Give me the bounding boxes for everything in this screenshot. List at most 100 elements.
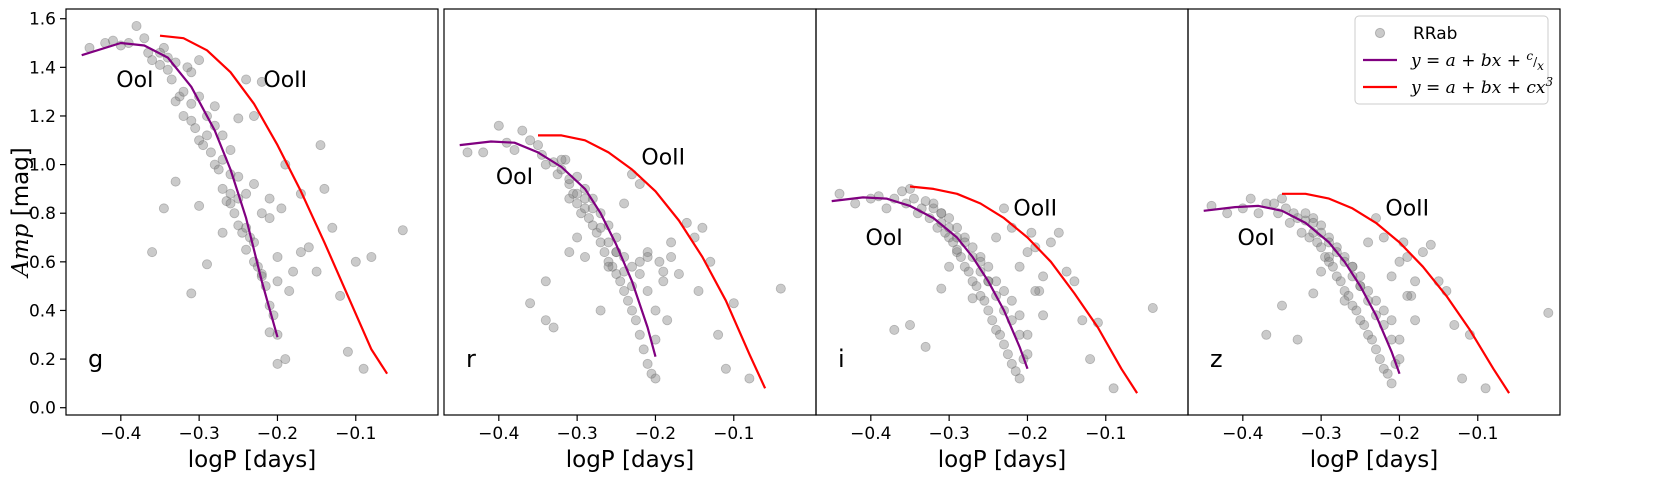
data-point: [889, 324, 900, 335]
x-tick-label: −0.2: [257, 424, 298, 444]
data-point: [587, 220, 598, 231]
data-point: [174, 91, 185, 102]
data-point: [217, 130, 228, 141]
ooii-fit-line: [1282, 192, 1511, 394]
data-point: [662, 315, 673, 326]
data-point: [666, 251, 677, 262]
data-point: [634, 268, 645, 279]
y-axis-title: Amp [mag]: [8, 147, 34, 279]
data-point: [1543, 307, 1554, 318]
data-point: [952, 222, 963, 233]
data-point: [1010, 366, 1021, 377]
data-point: [233, 113, 244, 124]
data-point: [1324, 256, 1335, 267]
x-axis-title: logP [days]: [1310, 447, 1438, 473]
y-tick-label: 0.0: [29, 399, 56, 419]
data-point: [572, 232, 583, 243]
data-point: [991, 324, 1002, 335]
data-point: [517, 125, 528, 136]
data-point: [1312, 237, 1323, 248]
data-point: [194, 55, 205, 66]
data-point: [775, 283, 786, 294]
y-tick-label: 0.6: [29, 253, 56, 273]
data-point: [241, 244, 252, 255]
data-point: [1045, 237, 1056, 248]
data-point: [241, 74, 252, 85]
data-point: [358, 363, 369, 374]
ooii-annotation: OoII: [263, 68, 307, 93]
x-tick-label: −0.3: [178, 424, 219, 444]
data-point: [897, 186, 908, 197]
band-label: z: [1210, 345, 1223, 373]
data-point: [905, 183, 916, 194]
panel-frame: [65, 8, 439, 416]
data-point: [366, 251, 377, 262]
data-point: [1410, 315, 1421, 326]
data-point: [209, 159, 220, 170]
data-point: [1382, 368, 1393, 379]
data-point: [556, 164, 567, 175]
legend-label-rrab: RRab: [1413, 24, 1457, 44]
data-point: [1077, 315, 1088, 326]
ooi-fit-line: [1203, 204, 1401, 375]
data-point: [599, 247, 610, 258]
data-point: [634, 329, 645, 340]
data-point: [201, 130, 212, 141]
y-tick-label: 1.2: [29, 107, 56, 127]
data-point: [335, 290, 346, 301]
data-point: [1402, 251, 1413, 262]
x-tick-label: −0.4: [478, 424, 519, 444]
panel-frame: [443, 8, 817, 416]
data-point: [1480, 383, 1491, 394]
data-point: [147, 247, 158, 258]
data-point: [1304, 232, 1315, 243]
data-point: [1308, 217, 1319, 228]
data-point: [233, 220, 244, 231]
x-tick-label: −0.1: [1457, 424, 1498, 444]
data-point: [999, 339, 1010, 350]
data-point: [1449, 319, 1460, 330]
data-point: [1038, 271, 1049, 282]
data-point: [908, 193, 919, 204]
data-point: [1386, 378, 1397, 389]
data-point: [205, 147, 216, 158]
data-point: [170, 176, 181, 187]
data-point: [603, 261, 614, 272]
data-point: [999, 285, 1010, 296]
data-point: [525, 298, 536, 309]
data-point: [944, 213, 955, 224]
data-point: [225, 144, 236, 155]
data-point: [1261, 329, 1272, 340]
data-point: [327, 222, 338, 233]
data-point: [248, 111, 259, 122]
panel-g-data: [81, 20, 408, 375]
data-point: [623, 295, 634, 306]
data-point: [225, 198, 236, 209]
data-point: [186, 115, 197, 126]
data-point: [1394, 334, 1405, 345]
data-point: [1296, 227, 1307, 238]
data-point: [1038, 310, 1049, 321]
data-point: [154, 59, 165, 70]
data-point: [264, 193, 275, 204]
legend-marker: [1374, 27, 1386, 39]
data-point: [1277, 300, 1288, 311]
data-point: [556, 154, 567, 165]
data-point: [478, 147, 489, 158]
data-point: [1034, 285, 1045, 296]
data-point: [540, 276, 551, 287]
data-point: [1363, 237, 1374, 248]
ooi-annotation: OoI: [1238, 226, 1275, 251]
data-point: [638, 344, 649, 355]
data-point: [1371, 295, 1382, 306]
data-point: [572, 188, 583, 199]
data-point: [991, 232, 1002, 243]
data-point: [713, 329, 724, 340]
y-tick-label: 0.4: [29, 301, 56, 321]
data-point: [237, 227, 248, 238]
data-point: [580, 193, 591, 204]
data-point: [1245, 193, 1256, 204]
data-point: [213, 164, 224, 175]
data-point: [1378, 363, 1389, 374]
data-point: [272, 251, 283, 262]
